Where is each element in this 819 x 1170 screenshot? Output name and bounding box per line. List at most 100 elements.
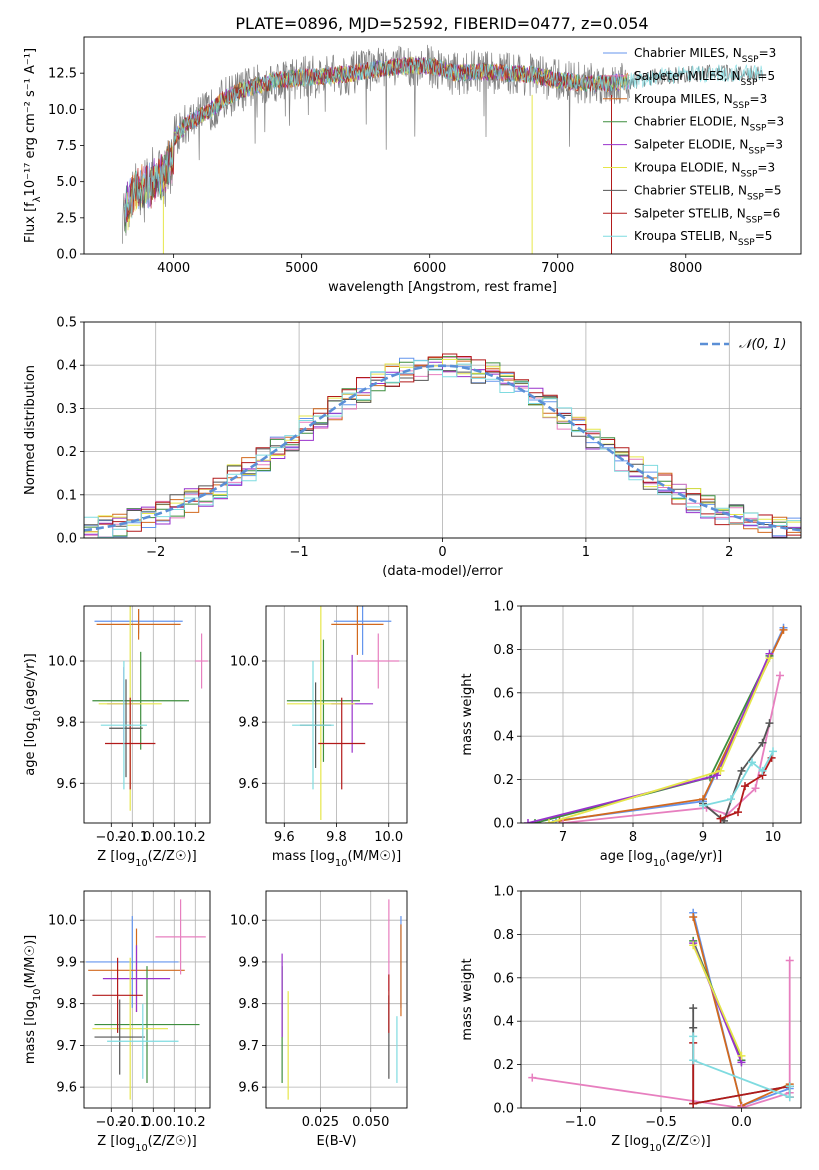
label-fragment: (data-model)/error [382,564,503,579]
age_vs_mass-ytick-label: 9.8 [238,716,259,731]
label-fragment: (Z/Z☉)] [662,1134,711,1149]
massweight_vs_age-xtick-label: 8 [629,830,637,845]
label-fragment: SSP [746,215,763,225]
massweight_vs_Z-xtick-label: −1.0 [565,1115,597,1130]
mass_vs_Z-ylabel: mass [log10(M/M☉)] [23,935,43,1064]
mass_vs_ebv-axes: 0.025 0.050 9.6 9.7 9.8 9.9 10.0 E(B-V) [230,891,407,1149]
spectrum-xtick-label: 7000 [541,261,574,276]
legend-entry-label: Chabrier STELIB, NSSP=5 [634,183,782,202]
massweight_vs_age-xlabel: age [log10(age/yr)] [600,849,723,869]
mass-weight-marker [776,671,784,680]
massweight_vs_Z-frame [520,890,802,1109]
label-fragment: 10 [32,989,43,1001]
massweight_vs_Z-axes: −1.0 −0.5 0.0 0.0 0.2 0.4 0.6 0.8 1.0 Z [log10(Z/… [460,885,801,1154]
massweight_vs_age-ylabel: mass weight [460,673,475,755]
age_vs_mass-ytick-label: 10.0 [230,655,259,670]
label-fragment: Z [ [611,1134,629,1149]
label-fragment: N [739,138,748,152]
label-fragment: SSP [742,55,759,65]
age_vs_Z-axes: −0.2−0.10.0 0.1 0.29.69.810.0Z [log10(Z/Z☉… [23,606,210,869]
mass-weight-marker [699,801,707,810]
legend-entry-label: 𝒩(0, 1) [739,337,786,352]
chart-layer: 4000 5000 6000 7000 80000.02.55.07.510.012.5… [23,36,802,1154]
label-fragment: =3 [766,115,784,129]
massweight_vs_Z-ytick-label: 0.6 [493,971,514,986]
mass-weight-marker [716,766,725,775]
mass-weight-line [692,944,743,1057]
spectrum-lines [122,44,763,254]
mass-weight-marker [765,654,774,663]
mass-weight-marker [758,738,767,747]
label-fragment: N [741,115,750,129]
mass_vs_ebv-ytick-label: 9.6 [238,1081,259,1096]
spectrum-ytick-label: 12.5 [48,67,77,82]
mass_vs_ebv-ytick-label: 9.8 [238,997,259,1012]
age_vs_mass-frame [265,605,408,824]
age_vs_Z-xtick-label: 0.2 [185,830,206,845]
label-fragment: SSP [748,147,765,157]
label-fragment: mass [ [272,849,315,864]
label-fragment: 10 [649,1143,661,1154]
spectrum-ylabel: Flux [fλ10⁻¹⁷ erg cm⁻² s⁻¹ A⁻¹] [23,48,43,243]
massweight_vs_age-ytick-label: 1.0 [493,600,514,615]
age_vs_Z-xlabel: Z [log10(Z/Z☉)] [97,849,196,869]
mass-weight-marker [741,782,749,791]
mass_vs_Z-xlabel: Z [log10(Z/Z☉)] [97,1134,196,1154]
label-fragment: 10 [135,858,147,869]
mass_vs_Z-ytick-label: 9.7 [56,1039,77,1054]
label-fragment: SSP [747,192,764,202]
massweight_vs_age-xtick-label: 9 [699,830,707,845]
label-fragment: =3 [757,161,775,175]
label-fragment: SSP [733,101,750,111]
mass-weight-marker [779,625,788,634]
residuals-legend: 𝒩(0, 1) [700,337,786,352]
label-fragment: N [729,229,738,243]
massweight_vs_Z-xtick-label: −0.5 [645,1115,677,1130]
mass-weight-marker [689,1099,698,1108]
massweight_vs_Z-lines [528,908,794,1108]
mass-weight-marker [689,1004,698,1013]
mass_vs_Z-ytick-label: 9.8 [56,997,77,1012]
label-fragment: N [724,92,733,106]
mass-weight-marker [689,941,698,950]
label-fragment: SSP [738,238,755,248]
massweight_vs_Z-ytick-label: 0.8 [493,928,514,943]
age_vs_mass-xlabel: mass [log10(M/M☉)] [272,849,401,869]
residuals-ytick-label: 0.3 [56,402,77,417]
label-fragment: mass [ [23,1021,38,1064]
label-fragment: N [737,206,746,220]
mass_vs_ebv-xtick-label: 0.050 [352,1115,389,1130]
mass_vs_Z-xtick-label: −0.2 [96,1115,128,1130]
label-fragment: wavelength [Angstrom, rest frame] [328,280,557,295]
mass-weight-marker [737,1051,746,1060]
mass_vs_ebv-ytick-label: 9.9 [238,955,259,970]
age_vs_Z-ytick-label: 10.0 [48,655,77,670]
age_vs_Z-xtick-label: −0.1 [117,830,149,845]
mass_vs_ebv-ytick-label: 9.7 [238,1039,259,1054]
mass-weight-line [559,629,785,822]
legend-entry-label: Chabrier MILES, NSSP=3 [634,46,776,65]
spectrum-xtick-label: 6000 [413,261,446,276]
massweight_vs_age-xtick-label: 7 [559,830,567,845]
age_vs_mass-ytick-label: 9.6 [238,777,259,792]
spectrum-ytick-label: 5.0 [56,175,77,190]
spectrum-ytick-label: 7.5 [56,139,77,154]
residuals-xtick-label: 0 [438,545,446,560]
massweight_vs_age-ytick-label: 0.4 [493,730,514,745]
label-fragment: 10 [335,858,347,869]
mass_vs_Z-xtick-label: −0.1 [117,1115,149,1130]
mass-weight-marker [785,956,794,965]
label-fragment: =3 [750,92,768,106]
mass_vs_Z-ytick-label: 9.6 [56,1081,77,1096]
label-fragment: Kroupa ELODIE, [634,161,732,175]
residuals-xtick-label: −2 [146,545,165,560]
residuals-ytick-label: 0.2 [56,445,77,460]
label-fragment: (M/M☉)] [347,849,401,864]
mass-weight-marker [785,1093,794,1102]
normal-distribution-curve [84,364,801,532]
label-fragment: N [738,183,747,197]
massweight_vs_Z-ytick-label: 0.0 [493,1102,514,1117]
mass-weight-marker [689,1032,698,1041]
age_vs_Z-ytick-label: 9.8 [56,716,77,731]
